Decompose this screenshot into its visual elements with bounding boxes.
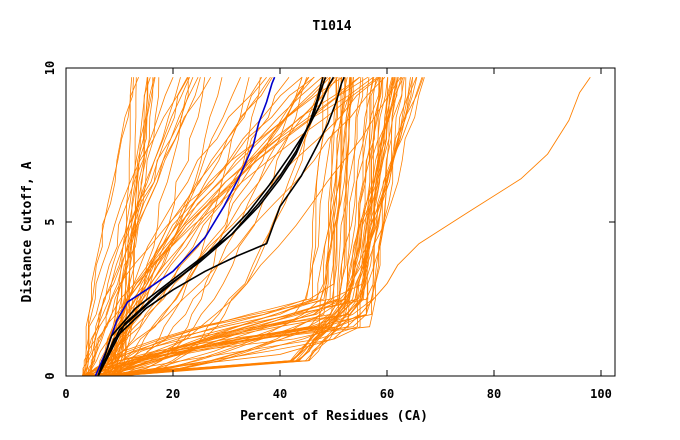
orange-model-line — [87, 77, 423, 377]
series-line-1 — [97, 76, 345, 377]
orange-model-curves — [81, 76, 425, 377]
orange-model-line — [85, 77, 388, 377]
orange-model-line — [112, 77, 348, 377]
orange-model-line — [118, 77, 405, 377]
orange-model-line — [115, 77, 355, 377]
x-tick-label: 60 — [380, 387, 394, 401]
plot-area — [81, 76, 591, 377]
chart-title: T1014 — [312, 19, 351, 34]
orange-model-line — [119, 77, 396, 377]
orange-model-line — [97, 77, 250, 377]
x-axis: 0 20 40 60 80 100 — [62, 68, 612, 401]
y-axis: 0 5 10 — [43, 61, 615, 380]
orange-model-line — [84, 77, 403, 377]
orange-model-line — [83, 77, 189, 377]
y-tick-label: 5 — [43, 218, 57, 225]
orange-model-line — [92, 77, 414, 377]
orange-model-line — [107, 77, 308, 377]
x-tick-label: 40 — [273, 387, 287, 401]
orange-model-line — [117, 76, 336, 377]
series-line-4 — [97, 77, 324, 377]
orange-model-line — [84, 77, 379, 377]
x-tick-label: 20 — [166, 387, 180, 401]
x-tick-label: 100 — [590, 387, 612, 401]
orange-model-line — [83, 77, 190, 377]
orange-model-line — [81, 77, 174, 377]
orange-model-line — [101, 77, 149, 377]
y-tick-label: 10 — [43, 61, 57, 75]
series-line-5 — [98, 76, 591, 377]
orange-model-line — [98, 76, 271, 376]
orange-model-line — [91, 77, 394, 377]
series-line-0 — [94, 76, 276, 377]
orange-model-line — [111, 76, 263, 376]
orange-model-line — [104, 77, 364, 377]
orange-model-line — [108, 76, 323, 377]
y-tick-label: 0 — [43, 372, 57, 379]
orange-model-line — [97, 77, 383, 377]
orange-model-line — [112, 77, 425, 377]
orange-model-line — [108, 77, 346, 377]
orange-model-line — [117, 77, 343, 377]
orange-model-line — [110, 77, 396, 377]
orange-model-line — [89, 77, 418, 377]
orange-model-line — [105, 76, 315, 377]
orange-model-line — [89, 76, 212, 377]
orange-model-line — [94, 77, 324, 377]
orange-model-line — [105, 76, 374, 377]
x-axis-label: Percent of Residues (CA) — [240, 409, 428, 424]
orange-model-line — [89, 77, 181, 377]
orange-model-line — [96, 77, 352, 377]
x-tick-label: 80 — [487, 387, 501, 401]
x-tick-label: 0 — [62, 387, 69, 401]
y-axis-label: Distance Cutoff, A — [20, 161, 35, 302]
orange-model-line — [110, 77, 362, 377]
series-line-3 — [97, 76, 327, 377]
orange-model-line — [83, 77, 154, 377]
orange-model-line — [117, 77, 148, 377]
orange-model-line — [82, 77, 134, 377]
orange-model-line — [84, 77, 194, 377]
orange-model-line — [99, 77, 377, 377]
series-line-2 — [97, 76, 335, 377]
orange-model-line — [114, 77, 155, 376]
orange-model-line — [107, 77, 354, 377]
